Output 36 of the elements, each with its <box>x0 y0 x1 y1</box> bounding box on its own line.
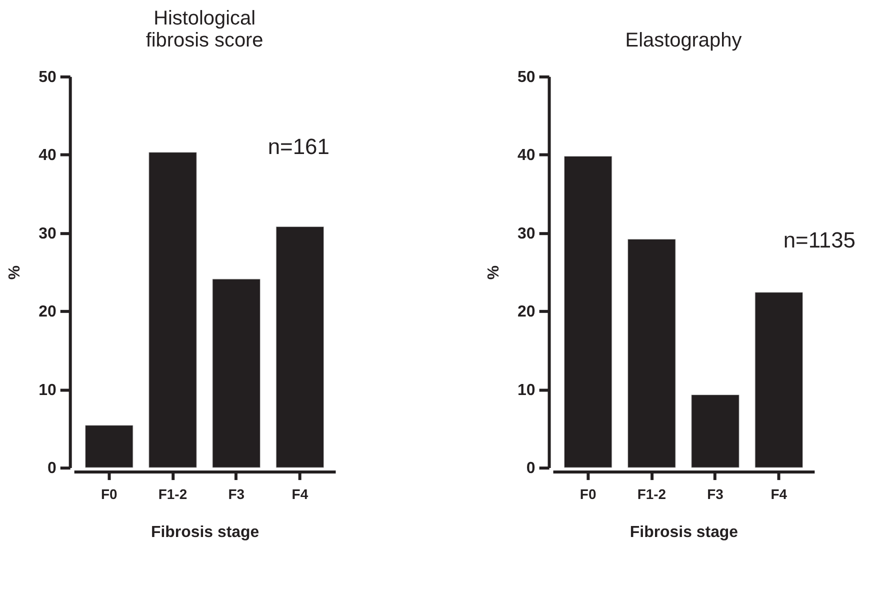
chart-title: Elastography <box>625 30 742 52</box>
y-tick-label: 50 <box>38 68 56 86</box>
y-tick-label: 30 <box>518 225 536 242</box>
y-axis-title: % <box>486 265 503 280</box>
y-tick-label: 0 <box>48 460 56 478</box>
x-tick-label: F4 <box>770 486 788 502</box>
y-tick-label: 10 <box>38 382 56 399</box>
bar <box>276 226 324 468</box>
chart-title: Histological fibrosis score <box>146 8 264 52</box>
x-tick-label: F0 <box>100 486 118 502</box>
x-axis-title: Fibrosis stage <box>630 524 738 541</box>
x-tick-label: F0 <box>580 486 596 502</box>
bar <box>564 156 612 468</box>
x-tick-label: F4 <box>292 486 308 502</box>
bar <box>754 292 803 468</box>
annotation: n=161 <box>268 134 330 159</box>
y-tick-label: 40 <box>518 147 536 164</box>
y-tick-label: 20 <box>38 304 56 321</box>
y-axis-title: % <box>6 265 24 280</box>
x-tick-label: F1-2 <box>637 486 666 502</box>
bar <box>691 394 740 468</box>
y-tick-label: 50 <box>518 68 536 86</box>
annotation: n=1135 <box>783 228 856 253</box>
bar <box>212 278 260 468</box>
bar <box>628 238 676 468</box>
bar <box>85 425 134 468</box>
y-tick-label: 20 <box>518 304 536 321</box>
bar <box>148 152 197 468</box>
x-tick-label: F3 <box>707 486 724 502</box>
y-tick-label: 0 <box>526 460 536 478</box>
x-tick-label: F1-2 <box>158 486 188 502</box>
y-tick-label: 40 <box>38 147 56 164</box>
y-tick-label: 30 <box>38 225 56 242</box>
y-tick-label: 10 <box>518 382 536 399</box>
x-axis-title: Fibrosis stage <box>150 524 260 541</box>
x-tick-label: F3 <box>228 486 245 502</box>
